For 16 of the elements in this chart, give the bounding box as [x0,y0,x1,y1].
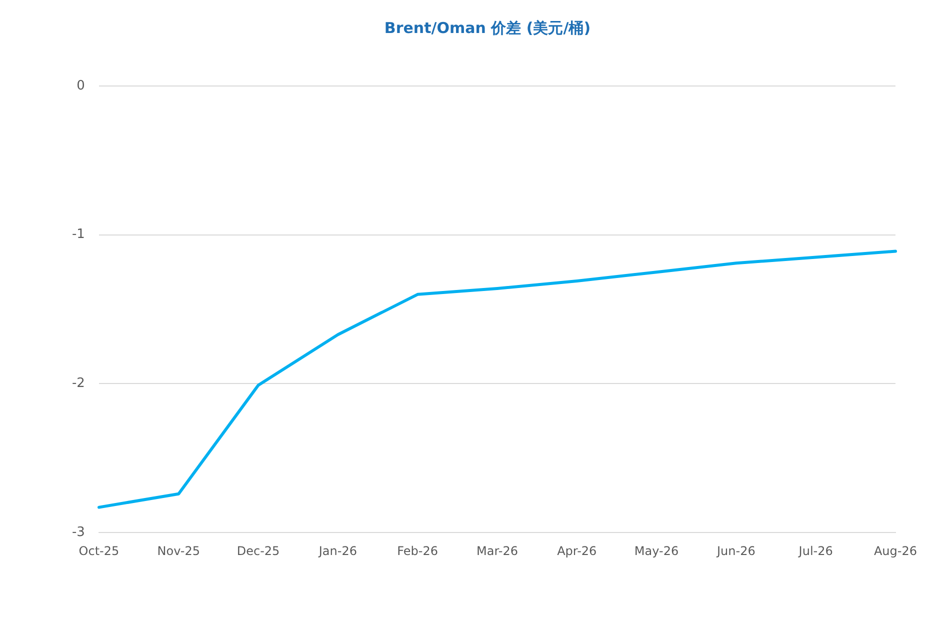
y-tick-label: -2 [72,376,85,392]
x-tick-label: Oct-25 [78,544,120,558]
x-tick-label: Feb-26 [397,544,438,558]
x-tick-label: Jul-26 [798,544,833,558]
x-tick-label: Nov-25 [157,544,200,558]
y-tick-label: -3 [72,524,85,540]
y-tick-label: -1 [72,227,85,242]
x-tick-label: May-26 [634,544,679,558]
x-tick-label: Mar-26 [476,544,518,558]
x-tick-label: Aug-26 [874,544,917,558]
chart-title: Brent/Oman 价差 (美元/桶) [384,18,591,37]
x-tick-label: Jun-26 [716,544,756,558]
x-tick-label: Apr-26 [557,544,597,558]
x-tick-label: Dec-25 [236,544,280,558]
x-tick-label: Jan-26 [318,544,357,558]
y-tick-label: 0 [76,78,85,94]
